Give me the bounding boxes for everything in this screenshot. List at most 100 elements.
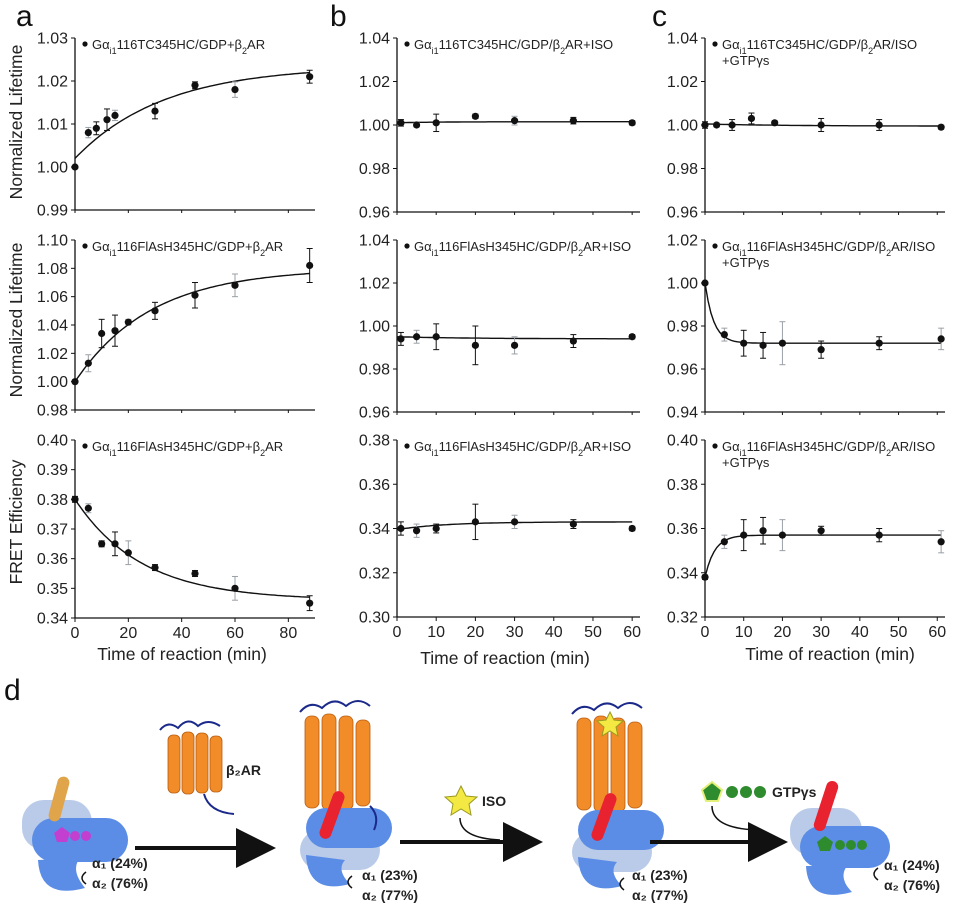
- complex-state-2: α₁ (23%) α₂ (77%): [299, 700, 418, 903]
- gtp-bound-phosphate-3: [857, 840, 867, 850]
- y-tick-label: 1.04: [667, 31, 698, 48]
- alpha1-state-1: α₁ (24%): [92, 855, 148, 871]
- data-point: [759, 527, 767, 535]
- y-tick-label: 0.34: [37, 611, 68, 628]
- data-point: [231, 281, 239, 289]
- legend-marker: [82, 41, 88, 47]
- x-tick-label: 80: [279, 625, 297, 642]
- gtp-pentagon-bound: [817, 836, 833, 851]
- y-tick-label: 1.02: [359, 74, 390, 91]
- panel-title: Gαi1116FlAsH345HC/GDP/β2AR+ISO: [414, 439, 631, 458]
- gprotein-state-4: α₁ (24%) α₂ (76%): [790, 780, 940, 895]
- data-point: [412, 527, 421, 535]
- data-point: [84, 129, 92, 137]
- panel-letter-d: d: [4, 674, 21, 707]
- alpha5-helix: [591, 793, 617, 841]
- data-point: [432, 333, 440, 341]
- gdp-phosphate-1: [70, 831, 80, 841]
- fit-curve: [704, 534, 942, 578]
- data-point: [778, 339, 787, 347]
- gtp-bound-phosphate-1: [835, 840, 845, 850]
- panel-title: Gαi1116TC345HC/GDP/β2AR+ISO: [414, 37, 613, 56]
- chart-c-top: 0.96 0.98 1.00 1.02 1.04 Gαi1116TC345HC/GDP/β…: [667, 31, 945, 222]
- data-point: [98, 329, 106, 338]
- x-tick-label: 10: [427, 624, 445, 641]
- x-tick-label: 60: [226, 625, 244, 642]
- y-tick-label: 0.40: [667, 433, 698, 450]
- schematic: α₁ (24%) α₂ (76%) β₂AR α₁: [22, 700, 940, 903]
- data-point: [151, 563, 159, 572]
- panel-title: Gαi1116TC345HC/GDP/β2AR/ISO: [722, 37, 917, 56]
- data-point: [771, 119, 779, 127]
- ylabel-top: Normalized Lifetime: [6, 45, 26, 200]
- gdp-phosphate-2: [81, 831, 91, 841]
- alpha1-state-3: α₁ (23%): [632, 867, 688, 883]
- data-point: [432, 119, 440, 127]
- data-point: [111, 111, 119, 119]
- x-tick-label: 50: [890, 624, 908, 641]
- iso-ligand: ISO: [443, 784, 506, 841]
- x-tick-label: 20: [774, 624, 792, 641]
- data-point: [740, 339, 748, 347]
- chart-b-top: 0.96 0.98 1.00 1.02 1.04 Gαi1116TC345HC/GDP/β…: [359, 31, 640, 222]
- xlabel-a: Time of reaction (min): [97, 644, 267, 664]
- panel-title: Gαi1116FlAsH345HC/GDP/β2AR/ISO: [722, 239, 935, 258]
- conformer-arrow-3: [619, 877, 625, 891]
- y-tick-label: 0.96: [667, 205, 698, 222]
- beta2ar-receptor: β₂AR: [159, 720, 261, 815]
- iso-path: [459, 817, 501, 841]
- galpha-lower-lobe: [306, 855, 350, 887]
- data-point: [124, 318, 132, 326]
- data-point: [103, 116, 111, 124]
- alpha2-state-4: α₂ (76%): [884, 877, 940, 893]
- x-tick-label: 40: [851, 624, 869, 641]
- galpha-lower-lobe: [806, 866, 852, 895]
- receptor-helix: [576, 717, 592, 811]
- data-point: [817, 346, 825, 354]
- gtp-path: [711, 805, 757, 831]
- data-point: [397, 119, 405, 127]
- y-tick-label: 1.00: [37, 374, 68, 391]
- alpha1-state-4: α₁ (24%): [884, 857, 940, 873]
- y-tick-label: 0.36: [37, 551, 68, 568]
- y-tick-label: 1.02: [37, 346, 68, 363]
- data-point: [151, 107, 159, 115]
- y-tick-label: 0.36: [667, 521, 698, 538]
- y-tick-label: 1.04: [37, 318, 68, 335]
- y-tick-label: 1.08: [37, 261, 68, 278]
- y-tick-label: 0.38: [667, 477, 698, 494]
- data-point: [191, 291, 199, 299]
- fit-curve: [74, 71, 310, 159]
- receptor-helix: [195, 732, 209, 794]
- chart-b-bot: 0.30 0.32 0.34 0.36 0.38 0 10 20 30 40 50 60 Gαi1116…: [359, 433, 641, 642]
- data-point: [124, 549, 132, 557]
- alpha2-state-3: α₂ (77%): [632, 887, 688, 903]
- alpha2-state-1: α₂ (76%): [92, 875, 148, 891]
- data-point: [397, 524, 405, 533]
- data-point: [759, 341, 767, 349]
- panel-title-line2: +GTPγs: [722, 455, 770, 470]
- legend-marker: [712, 243, 718, 249]
- y-tick-label: 0.32: [359, 565, 390, 582]
- y-tick-label: 1.02: [359, 276, 390, 293]
- data-point: [84, 359, 92, 367]
- y-tick-label: 0.99: [37, 203, 68, 220]
- y-tick-label: 0.35: [37, 581, 68, 598]
- data-point: [875, 531, 883, 539]
- conformer-arrow-4: [873, 867, 879, 881]
- data-point: [817, 121, 825, 129]
- charts-layer: 0.99 1.00 1.01 1.02 1.03 Gαi1116TC345HC/GDP+β…: [37, 31, 946, 643]
- y-tick-label: 1.00: [667, 118, 698, 135]
- y-tick-label: 0.34: [359, 521, 390, 538]
- x-tick-label: 0: [701, 624, 710, 641]
- data-point: [71, 378, 79, 386]
- chart-c-mid: 0.94 0.96 0.98 1.00 1.02 Gαi1116FlAsH345HC/GD…: [667, 233, 945, 422]
- data-point: [740, 531, 748, 539]
- data-point: [569, 337, 577, 345]
- y-tick-label: 0.36: [359, 477, 390, 494]
- receptor-helix: [304, 715, 320, 809]
- fit-curve: [74, 272, 310, 383]
- y-tick-label: 0.96: [359, 205, 390, 222]
- y-tick-label: 1.02: [37, 74, 68, 91]
